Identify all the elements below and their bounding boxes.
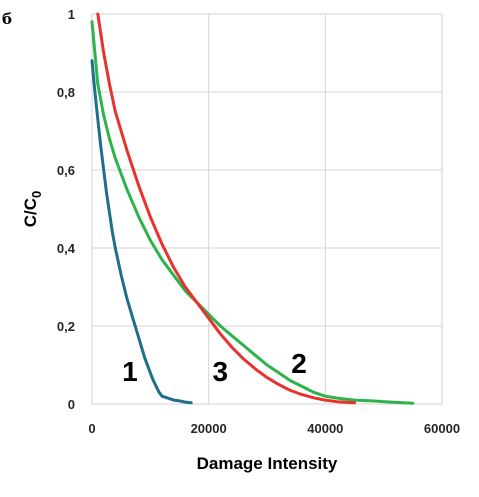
x-tick-label: 0 xyxy=(88,421,95,436)
x-tick-label: 20000 xyxy=(191,421,227,436)
x-tick-label: 60000 xyxy=(424,421,460,436)
y-tick-label: 0,6 xyxy=(57,163,75,178)
series-lines xyxy=(90,12,415,405)
y-tick-label: 0,2 xyxy=(57,319,75,334)
plot-frame xyxy=(91,13,443,405)
y-tick-label: 1 xyxy=(68,7,75,22)
x-tick-label: 40000 xyxy=(307,421,343,436)
x-axis-ticks: 0 20000 40000 60000 xyxy=(88,421,460,436)
x-axis-title: Damage Intensity xyxy=(197,454,338,473)
series-line-2 xyxy=(90,20,415,405)
panel-letter: б xyxy=(2,10,12,28)
series-annotations: 1 3 2 xyxy=(122,348,307,387)
series-line-1 xyxy=(90,59,193,405)
y-axis-title-subscript: 0 xyxy=(29,191,44,198)
y-tick-label: 0 xyxy=(68,397,75,412)
y-axis-title-main: C/C xyxy=(21,198,40,227)
series-line-3 xyxy=(96,12,356,405)
y-axis-title: C/C0 xyxy=(21,191,44,228)
y-tick-label: 0,4 xyxy=(57,241,76,256)
series-label-1: 1 xyxy=(122,356,138,387)
series-label-3: 3 xyxy=(213,356,229,387)
series-label-2: 2 xyxy=(291,348,307,379)
y-tick-label: 0,8 xyxy=(57,85,75,100)
grid xyxy=(91,13,443,405)
y-axis-ticks: 0 0,2 0,4 0,6 0,8 1 xyxy=(57,7,76,412)
